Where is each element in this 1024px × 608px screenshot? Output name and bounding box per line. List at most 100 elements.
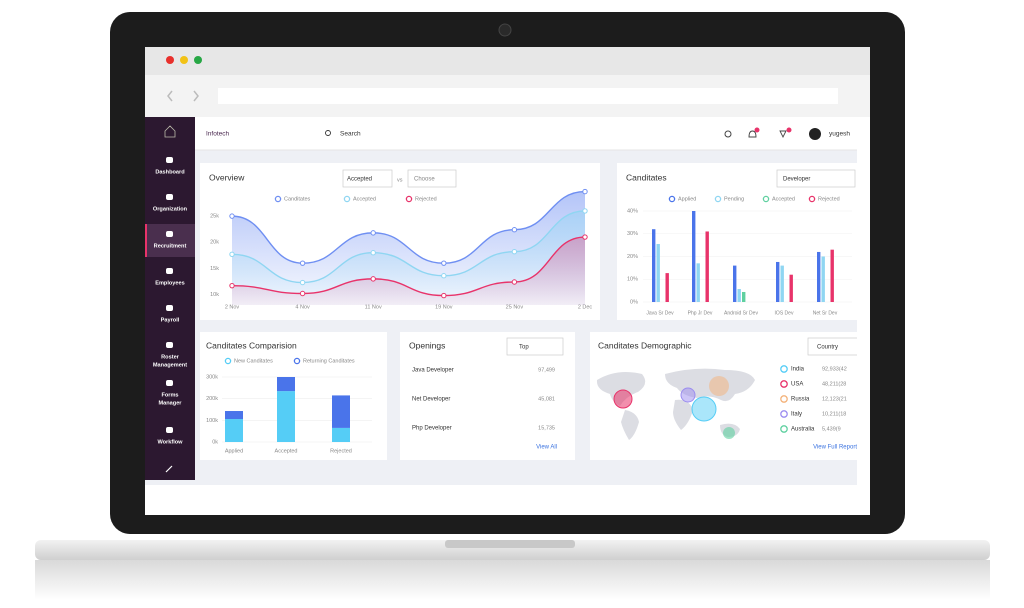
country-value: 92,933(42 <box>822 366 847 372</box>
bar <box>665 273 669 302</box>
country-marker <box>780 395 788 403</box>
bar <box>733 265 737 302</box>
point <box>299 290 306 297</box>
legend-label: New Canditates <box>234 358 273 364</box>
point <box>370 250 376 256</box>
settings-icon[interactable] <box>724 130 732 138</box>
point <box>370 276 376 282</box>
x-tick-label: Net Sr Dev <box>813 310 838 316</box>
menu-item[interactable]: Forms <box>161 392 178 398</box>
menu-item[interactable]: Organization <box>153 206 188 212</box>
x-tick-label: Rejected <box>330 448 352 454</box>
y-tick-label: 10k <box>210 292 219 298</box>
country-marker <box>780 365 788 373</box>
y-tick-label: 0k <box>212 439 218 445</box>
dropdown-value[interactable]: Country <box>817 345 838 351</box>
menu-item[interactable]: Management <box>153 362 187 368</box>
legend-marker <box>405 195 413 203</box>
active-item <box>145 224 195 257</box>
legend-label: Pending <box>724 196 744 202</box>
job-title: Php Developer <box>412 426 452 432</box>
search-input[interactable]: Search <box>340 131 361 138</box>
y-tick-label: 10% <box>627 277 638 283</box>
bar <box>776 261 780 302</box>
forward-button[interactable] <box>193 90 199 102</box>
dropdown[interactable] <box>342 169 393 188</box>
map-bubble <box>613 389 633 409</box>
avatar[interactable] <box>809 128 821 140</box>
camera <box>498 23 512 37</box>
dropdown-value[interactable]: Top <box>519 345 529 351</box>
maximize-button[interactable] <box>194 56 202 64</box>
view-all-link[interactable]: View All <box>536 445 557 451</box>
tasks-icon[interactable] <box>779 130 787 139</box>
bar <box>656 243 660 302</box>
badge <box>754 127 760 133</box>
legend-marker <box>274 195 282 203</box>
legend-label: Rejected <box>415 196 437 202</box>
dropdown-value[interactable]: Accepted <box>347 177 372 183</box>
address-bar[interactable] <box>218 88 838 104</box>
bar-segment <box>225 411 243 420</box>
dropdown-value[interactable]: Choose <box>414 177 435 183</box>
view-report-link[interactable]: View Full Report <box>813 445 857 451</box>
point <box>370 230 376 236</box>
point <box>441 292 447 299</box>
brand: Infotech <box>206 131 230 138</box>
laptop-base <box>35 540 990 560</box>
y-tick-label: 40% <box>627 208 638 214</box>
minimize-button[interactable] <box>180 56 188 64</box>
card-title: Canditates <box>626 172 667 182</box>
logo <box>164 125 176 138</box>
menu-item[interactable]: Manager <box>158 400 182 406</box>
menu-item[interactable]: Roster <box>161 354 180 360</box>
menu-item[interactable]: Recruitment <box>154 243 187 249</box>
menu-item[interactable]: Workflow <box>157 439 183 445</box>
menu-item[interactable]: Dashboard <box>155 169 185 175</box>
point <box>511 279 518 285</box>
bar <box>652 229 656 302</box>
point <box>229 251 235 257</box>
dropdown[interactable] <box>776 169 856 188</box>
legend-marker <box>343 195 351 203</box>
menu-item[interactable]: Employees <box>155 280 185 286</box>
dropdown-value[interactable]: Developer <box>783 177 810 183</box>
y-tick-label: 20k <box>210 240 219 246</box>
x-tick-label: Java Sr Dev <box>646 310 674 316</box>
point <box>582 188 588 195</box>
bar <box>737 289 741 302</box>
point <box>511 227 518 233</box>
menu-icon <box>166 194 173 200</box>
dropdown[interactable] <box>407 169 457 188</box>
dropdown[interactable] <box>506 337 564 356</box>
y-tick-label: 20% <box>627 254 638 260</box>
menu-icon <box>166 231 173 237</box>
point <box>441 260 447 266</box>
x-tick-label: 11 Nov <box>365 304 382 310</box>
x-tick-label: Php Jr Dev <box>688 310 713 316</box>
bar <box>705 231 709 302</box>
dropdown[interactable] <box>807 337 863 356</box>
bar <box>742 291 746 302</box>
topbar <box>145 117 857 150</box>
close-button[interactable] <box>166 56 174 64</box>
x-tick-label: 25 Nov <box>506 304 524 310</box>
bar-segment <box>332 395 350 428</box>
menu-icon <box>166 268 173 274</box>
base-notch <box>445 540 575 548</box>
legend-marker <box>762 195 770 203</box>
menu-item[interactable]: Payroll <box>161 317 180 323</box>
active-marker <box>145 224 147 257</box>
notifications-icon[interactable] <box>748 130 757 138</box>
card-title: Canditates Comparision <box>206 340 297 350</box>
card-title: Canditates Demographic <box>598 340 692 350</box>
sidebar <box>145 117 195 480</box>
back-button[interactable] <box>167 90 173 102</box>
map-bubble <box>691 396 717 422</box>
user-name[interactable]: yugesh <box>829 131 850 138</box>
bar <box>830 249 834 302</box>
legend-marker <box>808 195 816 203</box>
badge <box>786 127 792 133</box>
x-tick-label: 2 Dec <box>578 304 593 310</box>
